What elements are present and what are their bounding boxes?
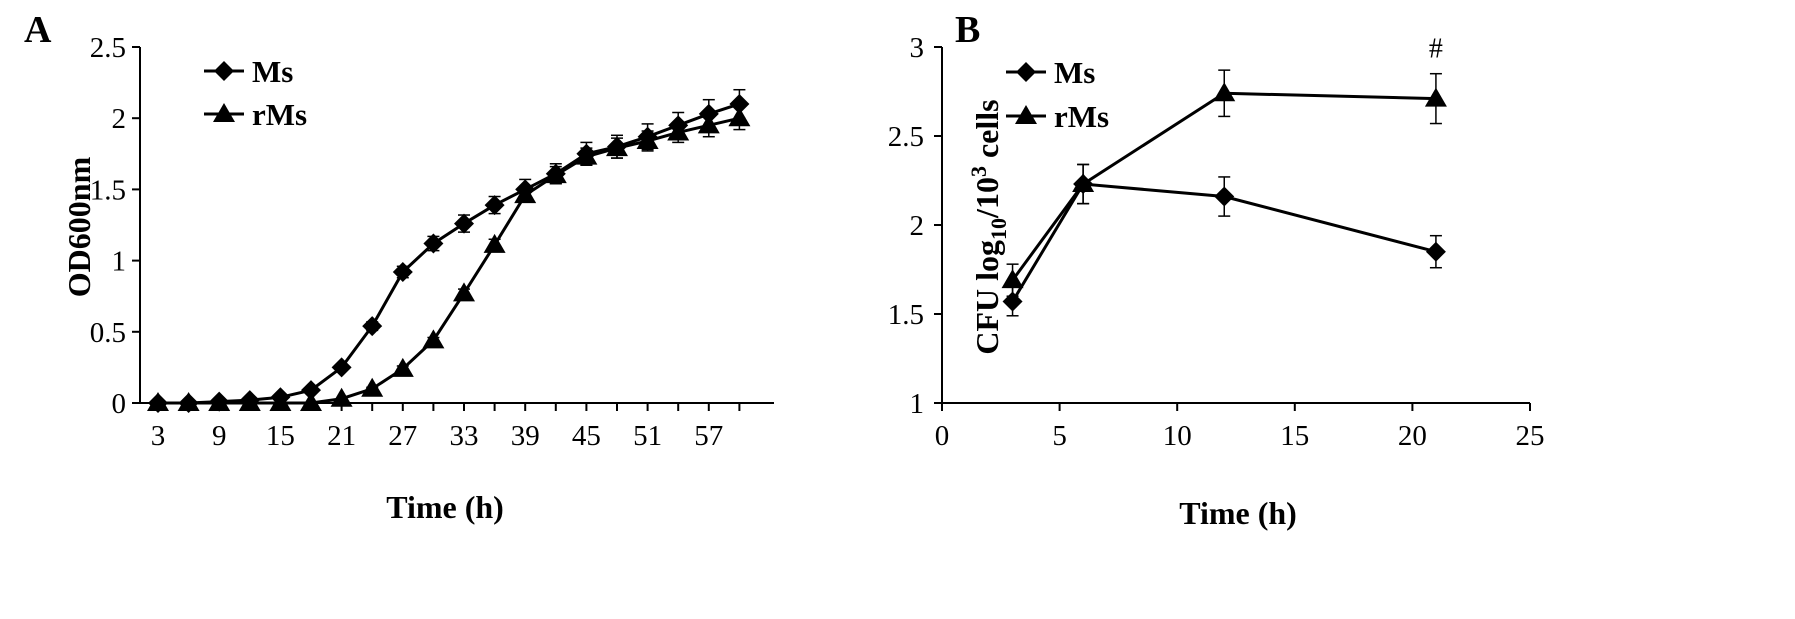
panel-a-point-rms xyxy=(238,392,261,411)
y-title-subscript: 10 xyxy=(986,218,1011,240)
panel-a-point-ms xyxy=(331,357,352,378)
panel-a-y-axis-title: OD600nm xyxy=(61,156,97,297)
panel-a-point-rms xyxy=(361,377,384,397)
panel-a-point-rms xyxy=(606,137,628,157)
panel-a-point-rms xyxy=(269,392,292,411)
panel-a-point-rms xyxy=(544,164,567,184)
panel-b-y-tick-label: 2.5 xyxy=(888,121,924,153)
panel-b-x-tick-label: 15 xyxy=(1280,420,1309,452)
y-title-part-cells: cells xyxy=(969,99,1005,166)
panel-a-x-tick-label: 3 xyxy=(151,420,166,452)
panel-a-y-tick-label: 1.5 xyxy=(90,174,126,206)
panel-b-point-ms xyxy=(1425,241,1446,262)
panel-a-x-ticks: 3 9 15 21 27 33 39 45 51 57 xyxy=(151,403,741,452)
panel-b-point-rms xyxy=(1424,87,1447,107)
panel-a-letter: A xyxy=(24,9,52,51)
panel-b-y-tick-label: 3 xyxy=(910,32,925,64)
y-title-part-cfu-log: CFU log xyxy=(969,240,1005,355)
panel-a-x-tick-label: 9 xyxy=(212,420,227,452)
panel-a-point-rms xyxy=(697,114,720,134)
panel-b-letter: B xyxy=(955,9,980,51)
panel-a-point-rms xyxy=(422,329,445,349)
panel-a-series xyxy=(147,88,751,413)
panel-a-x-tick-label: 39 xyxy=(511,420,540,452)
panel-b-y-tick-label: 1.5 xyxy=(888,299,924,331)
panel-b-legend: Ms rMs xyxy=(1006,55,1109,134)
panel-a-point-rms xyxy=(514,184,537,204)
panel-a-point-ms xyxy=(454,213,474,234)
legend-label-rms: rMs xyxy=(1054,99,1109,134)
panel-a-x-tick-label: 27 xyxy=(388,420,417,452)
legend-marker-ms xyxy=(1016,62,1036,82)
panel-b-x-tick-label: 25 xyxy=(1516,420,1545,452)
panel-a-point-ms xyxy=(362,316,383,337)
panel-a-point-rms xyxy=(300,392,322,411)
panel-b-x-axis-title: Time (h) xyxy=(1179,495,1297,531)
panel-a-point-ms xyxy=(423,233,444,254)
y-title-part-per-10: /10 xyxy=(969,177,1005,219)
panel-a-y-ticks: 0 0.5 1 1.5 2 2.5 xyxy=(90,32,140,420)
panel-b-x-tick-label: 20 xyxy=(1398,420,1427,452)
panel-b-y-ticks: 1 1.5 2 2.5 3 xyxy=(888,32,942,420)
panel-a-point-rms xyxy=(483,233,506,253)
panel-a-point-rms xyxy=(728,107,751,127)
panel-b-y-tick-label: 2 xyxy=(910,210,925,242)
legend-label-ms: Ms xyxy=(252,54,293,89)
panel-a-line-rms xyxy=(158,116,740,405)
panel-a-point-rms xyxy=(667,121,690,141)
panel-a-point-ms xyxy=(301,380,321,401)
panel-a-y-tick-label: 2.5 xyxy=(90,32,126,64)
panel-a-y-tick-label: 0 xyxy=(112,388,127,420)
panel-a-x-axis-title: Time (h) xyxy=(386,489,504,525)
panel-a-point-rms xyxy=(453,282,475,302)
panel-a-y-tick-label: 0.5 xyxy=(90,317,126,349)
panel-b-series xyxy=(1001,69,1447,317)
panel-b-line-ms xyxy=(1011,182,1437,303)
panel-a-point-rms xyxy=(391,357,414,377)
panel-a-point-ms xyxy=(729,93,750,114)
panel-a-point-rms xyxy=(177,392,200,411)
panel-b-line-rms xyxy=(1011,91,1436,282)
panel-b-x-ticks: 0 5 10 15 20 25 xyxy=(935,403,1545,452)
panel-a-y-tick-label: 2 xyxy=(112,103,127,135)
panel-a-legend: Ms rMs xyxy=(204,54,307,132)
legend-label-ms: Ms xyxy=(1054,55,1095,90)
panel-b-x-tick-label: 5 xyxy=(1052,420,1067,452)
panel-a-y-tick-label: 1 xyxy=(112,246,127,278)
panel-b-y-axis-title: CFU log10/103 cells xyxy=(966,99,1011,354)
significance-marker: # xyxy=(1429,34,1443,65)
panel-a: A 00.511.522.5 3 9 15 21 27 33 39 45 51 57 OD600n… xyxy=(24,9,774,525)
panel-a-point-rms xyxy=(575,145,598,165)
legend-marker-rms xyxy=(213,103,235,122)
panel-b-y-tick-label: 1 xyxy=(910,388,925,420)
panel-b-point-rms xyxy=(1001,269,1024,289)
legend-label-rms: rMs xyxy=(252,97,307,132)
panel-b-x-tick-label: 0 xyxy=(935,420,950,452)
panel-a-x-tick-label: 33 xyxy=(450,420,479,452)
panel-a-point-rms xyxy=(636,129,659,149)
panel-a-point-rms xyxy=(147,392,169,411)
panel-a-point-ms xyxy=(484,195,505,216)
panel-a-point-rms xyxy=(330,387,353,407)
y-title-superscript: 3 xyxy=(966,166,991,177)
panel-a-point-ms xyxy=(392,261,413,282)
panel-a-point-rms xyxy=(208,392,231,411)
panel-a-x-tick-label: 57 xyxy=(694,420,723,452)
panel-b-point-rms xyxy=(1072,173,1095,193)
legend-marker-rms xyxy=(1015,105,1037,124)
panel-b-point-rms xyxy=(1213,82,1236,102)
panel-b: B 11.522.53 0 5 10 15 20 25 CFU log10/103 cel… xyxy=(888,9,1545,531)
panel-a-x-tick-label: 45 xyxy=(572,420,601,452)
panel-b-x-tick-label: 10 xyxy=(1163,420,1192,452)
panel-a-x-tick-label: 51 xyxy=(633,420,662,452)
panel-b-point-ms xyxy=(1214,186,1235,207)
panel-a-x-tick-label: 15 xyxy=(266,420,295,452)
legend-marker-ms xyxy=(214,61,234,81)
panel-a-x-tick-label: 21 xyxy=(327,420,356,452)
